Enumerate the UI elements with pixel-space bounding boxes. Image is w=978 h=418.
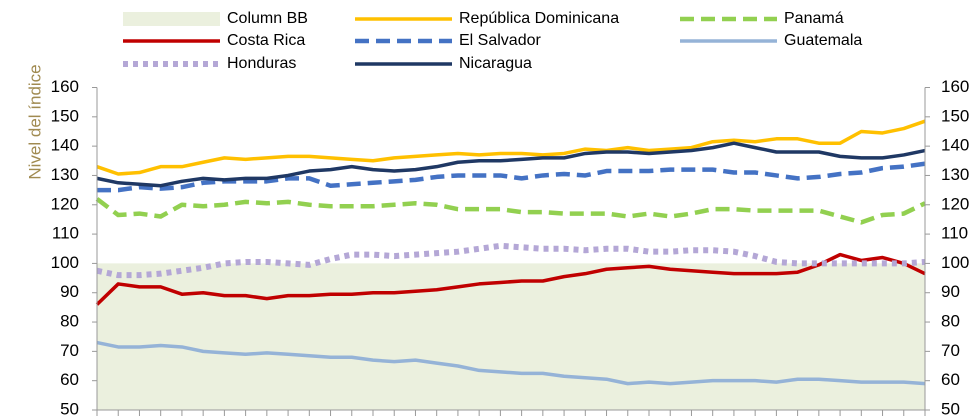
line <box>96 141 926 188</box>
y2-tick-label: 60 <box>941 370 960 389</box>
legend-label: Honduras <box>227 55 296 72</box>
line <box>95 252 926 306</box>
y-tick-label: 140 <box>51 136 79 155</box>
y-tick-label: 80 <box>60 312 79 331</box>
legend-label: El Salvador <box>459 32 541 49</box>
y2-tick-label: 140 <box>941 136 969 155</box>
y-tick-label: 60 <box>60 370 79 389</box>
y-tick-label: 130 <box>51 165 79 184</box>
y-tick-label: 50 <box>60 399 79 418</box>
legend-swatch <box>123 12 220 26</box>
y2-tick-label: 120 <box>941 194 969 213</box>
area <box>97 263 925 410</box>
line <box>96 340 926 386</box>
legend-label: Nicaragua <box>459 55 532 72</box>
y2-tick-label: 150 <box>941 106 969 125</box>
line <box>95 197 926 225</box>
legend-label: Column BB <box>227 10 308 27</box>
legend-label: República Dominicana <box>459 10 619 27</box>
y2-tick-label: 70 <box>941 341 960 360</box>
y-tick-label: 150 <box>51 106 79 125</box>
y2-tick-label: 110 <box>941 224 968 243</box>
y-tick-label: 100 <box>51 253 79 272</box>
y2-tick-label: 80 <box>941 312 960 331</box>
legend-label: Costa Rica <box>227 32 305 49</box>
line <box>96 119 926 176</box>
y-tick-label: 70 <box>60 341 79 360</box>
y-tick-label: 90 <box>60 282 79 301</box>
line <box>97 161 926 193</box>
y-tick-label: 160 <box>51 77 79 96</box>
legend-label: Guatemala <box>784 32 862 49</box>
y-axis-label: Nivel del índice <box>25 64 44 179</box>
y2-tick-label: 50 <box>941 399 960 418</box>
y2-tick-label: 160 <box>941 77 969 96</box>
y2-tick-label: 100 <box>941 253 969 272</box>
y-tick-label: 110 <box>52 224 79 243</box>
y2-tick-label: 90 <box>941 282 960 301</box>
y-tick-label: 120 <box>51 194 79 213</box>
y2-tick-label: 130 <box>941 165 969 184</box>
legend-label: Panamá <box>784 10 844 27</box>
